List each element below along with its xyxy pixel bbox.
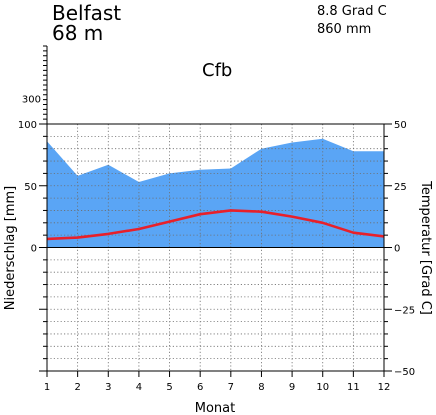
- y-axis-label-right: Temperatur [Grad C]: [418, 180, 433, 315]
- x-tick-label: 1: [44, 382, 50, 393]
- upper-tick-label: 300: [22, 95, 41, 106]
- annual-precipitation: 860 mm: [317, 22, 372, 37]
- plot-area: [46, 123, 385, 372]
- x-tick-label: 2: [74, 382, 80, 393]
- x-axis-label: Monat: [195, 401, 235, 415]
- left-tick-label: 50: [24, 182, 37, 193]
- right-tick-label: 25: [394, 182, 407, 193]
- upper-precipitation-axis: 300: [22, 45, 48, 125]
- x-tick-label: 7: [228, 382, 234, 393]
- x-tick-label: 4: [136, 382, 142, 393]
- x-tick-label: 6: [197, 382, 203, 393]
- x-tick-label: 9: [289, 382, 295, 393]
- precipitation-area: [47, 138, 384, 248]
- x-tick-label: 8: [258, 382, 264, 393]
- right-tick-label: −25: [394, 305, 415, 316]
- x-tick-label: 11: [347, 382, 360, 393]
- x-tick-label: 5: [166, 382, 172, 393]
- right-tick-label: 0: [394, 244, 400, 255]
- mean-temperature: 8.8 Grad C: [317, 4, 387, 19]
- station-name: Belfast: [52, 1, 122, 25]
- x-tick-label: 3: [105, 382, 111, 393]
- right-tick-label: 50: [394, 120, 407, 131]
- x-tick-label: 12: [378, 382, 391, 393]
- x-tick-label: 10: [316, 382, 329, 393]
- station-elevation: 68 m: [52, 21, 104, 45]
- left-tick-label: 0: [31, 244, 37, 255]
- y-axis-label-left: Niederschlag [mm]: [3, 186, 18, 311]
- temperature-line: [46, 209, 385, 241]
- climate-classification: Cfb: [202, 60, 233, 81]
- left-tick-label: 100: [18, 120, 37, 131]
- right-tick-label: −50: [394, 367, 415, 378]
